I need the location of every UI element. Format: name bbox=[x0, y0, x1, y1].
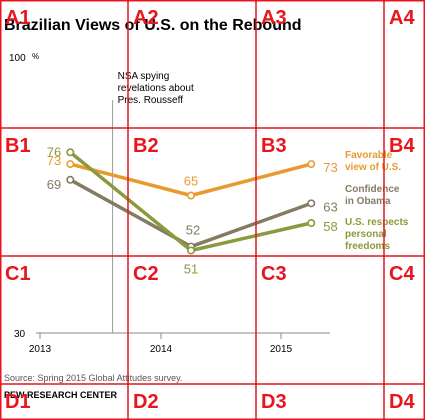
data-label: 63 bbox=[323, 199, 337, 214]
data-point bbox=[307, 160, 316, 169]
data-label: 69 bbox=[47, 177, 61, 192]
grid-cell-label: D4 bbox=[389, 391, 415, 413]
data-point bbox=[66, 160, 75, 169]
annotation-text-line: Pres. Rousseff bbox=[118, 95, 184, 106]
x-tick-label-2013: 2013 bbox=[29, 344, 52, 355]
grid-cell-label: B1 bbox=[5, 135, 31, 157]
series-layer bbox=[66, 148, 316, 255]
data-label: 76 bbox=[47, 144, 61, 159]
data-point bbox=[307, 199, 316, 208]
grid-cell-label: A1 bbox=[5, 7, 31, 29]
legend-entry-line: in Obama bbox=[345, 196, 391, 207]
grid-cell-label: A3 bbox=[261, 7, 287, 29]
y-tick-label-min: 30 bbox=[14, 329, 26, 340]
grid-cell-label: D2 bbox=[133, 391, 159, 413]
grid-cell-label: B2 bbox=[133, 135, 159, 157]
brand-footer: PEW RESEARCH CENTER bbox=[4, 390, 118, 400]
grid-cell-label: C1 bbox=[5, 263, 31, 285]
annotation-text-line: NSA spying bbox=[118, 71, 170, 82]
grid-cell-label: C2 bbox=[133, 263, 159, 285]
grid-cell-label: B3 bbox=[261, 135, 287, 157]
data-label: 65 bbox=[184, 174, 198, 189]
data-point bbox=[307, 219, 316, 228]
chart-title: Brazilian Views of U.S. on the Rebound bbox=[4, 17, 302, 34]
legend-entry-line: freedoms bbox=[345, 241, 390, 252]
grid-cell-label: C3 bbox=[261, 263, 287, 285]
data-point bbox=[187, 246, 196, 255]
data-label: 51 bbox=[184, 262, 198, 277]
legend-entry-line: view of U.S. bbox=[345, 162, 401, 173]
grid-cell-label: A2 bbox=[133, 7, 159, 29]
data-point bbox=[66, 148, 75, 157]
source-note: Source: Spring 2015 Global Attitudes sur… bbox=[4, 373, 182, 383]
annotation-text-line: revelations about bbox=[118, 83, 194, 94]
x-tick-label-2015: 2015 bbox=[270, 344, 293, 355]
data-label: 52 bbox=[186, 223, 200, 238]
legend-entry-line: U.S. respects bbox=[345, 217, 409, 228]
legend-entry-line: Favorable bbox=[345, 150, 393, 161]
text-layer: Brazilian Views of U.S. on the Rebound 10… bbox=[4, 17, 409, 400]
grid-cell-label: C4 bbox=[389, 263, 415, 285]
data-label: 58 bbox=[323, 219, 337, 234]
legend-entry-line: personal bbox=[345, 229, 387, 240]
grid-cell-label: B4 bbox=[389, 135, 415, 157]
data-label: 73 bbox=[323, 160, 337, 175]
series-0 bbox=[66, 160, 316, 200]
data-point bbox=[66, 175, 75, 184]
series-2 bbox=[66, 148, 316, 255]
grid-cell-label: A4 bbox=[389, 7, 415, 29]
grid-cell-label: D1 bbox=[5, 391, 31, 413]
x-tick-label-2014: 2014 bbox=[150, 344, 173, 355]
axes-layer bbox=[36, 100, 330, 339]
grid-cell-label: D3 bbox=[261, 391, 287, 413]
legend-entry-line: Confidence bbox=[345, 184, 400, 195]
y-tick-label-max: 100 bbox=[9, 53, 26, 64]
y-axis-unit: % bbox=[32, 52, 39, 61]
data-point bbox=[187, 191, 196, 200]
data-label: 73 bbox=[47, 153, 61, 168]
